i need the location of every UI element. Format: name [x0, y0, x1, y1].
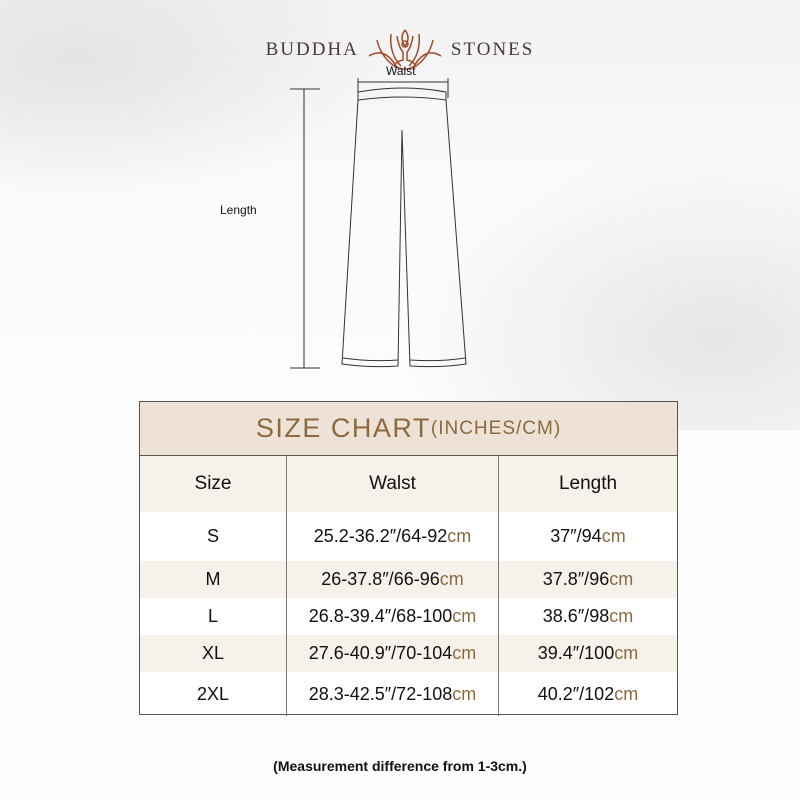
background-mountains — [380, 130, 800, 430]
length-cell: 38.6″/98 cm — [498, 598, 677, 635]
size-cell: 2XL — [196, 683, 230, 704]
measurement-note: (Measurement difference from 1-3cm.) — [273, 758, 527, 774]
header-size: Size — [194, 473, 232, 494]
waist-cell: 27.6-40.9″/70-104 cm — [286, 635, 498, 672]
length-cell: 37″/94 cm — [498, 512, 677, 561]
table-row: M 26-37.8″/66-96 cm 37.8″/96 cm — [140, 561, 677, 598]
waist-cell: 28.3-42.5″/72-108 cm — [286, 672, 498, 716]
table-row: S 25.2-36.2″/64-92 cm 37″/94 cm — [140, 512, 677, 561]
waist-cell: 25.2-36.2″/64-92 cm — [286, 512, 498, 561]
lotus-meditation-icon — [368, 29, 442, 70]
brand-logo: BUDDHA STONES — [0, 28, 800, 72]
table-row: 2XL 28.3-42.5″/72-108 cm 40.2″/102 cm — [140, 672, 677, 716]
brand-name-right: STONES — [450, 39, 535, 60]
table-header-row: Size Walst Length — [140, 456, 677, 512]
header-length: Length — [498, 456, 677, 512]
waist-cell: 26.8-39.4″/68-100 cm — [286, 598, 498, 635]
length-cell: 40.2″/102 cm — [498, 672, 677, 716]
size-cell: L — [207, 606, 218, 626]
size-chart-title: SIZE CHART (INCHES/CM) — [140, 402, 677, 456]
brand-name-left: BUDDHA — [265, 39, 359, 60]
length-cell: 37.8″/96 cm — [498, 561, 677, 598]
length-cell: 39.4″/100 cm — [498, 635, 677, 672]
pants-diagram — [290, 78, 467, 369]
size-cell: S — [206, 526, 219, 546]
size-chart-table: SIZE CHART (INCHES/CM) Size Walst Length … — [139, 401, 678, 716]
table-row: L 26.8-39.4″/68-100 cm 38.6″/98 cm — [140, 598, 677, 635]
background-mist — [0, 0, 380, 200]
waist-label: Walst — [386, 64, 416, 78]
length-label: Length — [220, 203, 257, 217]
header-waist: Walst — [286, 456, 498, 512]
waist-cell: 26-37.8″/66-96 cm — [286, 561, 498, 598]
size-cell: XL — [201, 643, 225, 663]
size-cell: M — [205, 569, 221, 589]
table-row: XL 27.6-40.9″/70-104 cm 39.4″/100 cm — [140, 635, 677, 672]
